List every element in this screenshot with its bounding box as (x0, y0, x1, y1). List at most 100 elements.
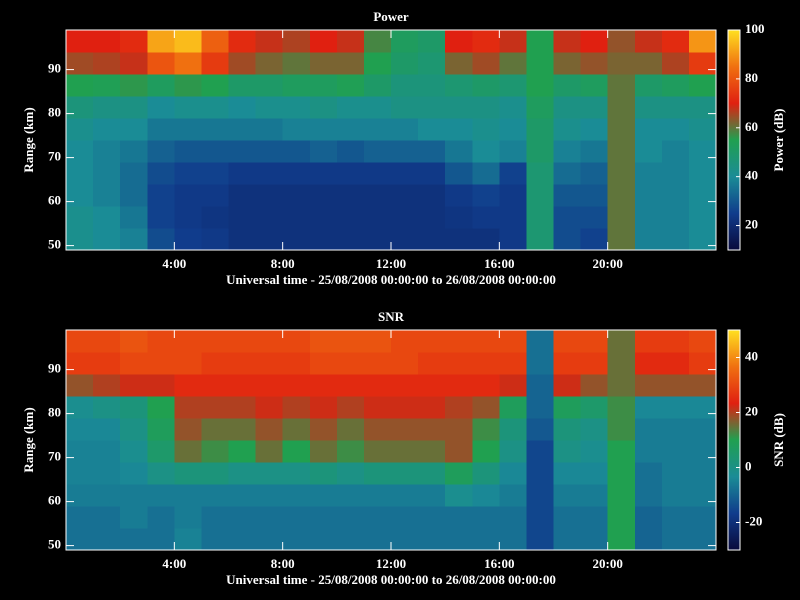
x-tick-label: 12:00 (376, 256, 406, 271)
heatmap-cell (526, 184, 554, 207)
heatmap-cell (255, 462, 284, 485)
heatmap-cell (174, 74, 202, 97)
heatmap-cell (66, 506, 94, 529)
heatmap-cell (363, 184, 392, 207)
heatmap-cell (634, 228, 663, 251)
heatmap-cell (526, 118, 554, 141)
x-tick-label: 20:00 (592, 556, 622, 571)
heatmap-cell (472, 528, 500, 551)
heatmap-cell (445, 96, 473, 119)
heatmap-cell (228, 162, 257, 185)
heatmap-cell (66, 396, 94, 419)
heatmap-cell (228, 52, 257, 75)
heatmap-cell (336, 418, 365, 441)
heatmap-cell (688, 462, 717, 485)
heatmap-cell (201, 206, 229, 229)
heatmap-cell (661, 396, 690, 419)
heatmap-cell (472, 440, 500, 463)
heatmap-cell (526, 52, 554, 75)
y-tick-label: 60 (48, 493, 61, 508)
heatmap-cell (174, 206, 202, 229)
heatmap-cell (309, 118, 338, 141)
heatmap-cell (445, 396, 473, 419)
heatmap-cell (363, 140, 392, 163)
heatmap-cell (147, 206, 175, 229)
heatmap-cell (363, 418, 392, 441)
colorbar-label: SNR (dB) (771, 413, 786, 467)
heatmap-cell (445, 184, 473, 207)
heatmap-cell (201, 396, 229, 419)
heatmap-cell (391, 118, 419, 141)
heatmap-cell (607, 30, 636, 53)
heatmap-cell (418, 418, 446, 441)
heatmap-cell (418, 506, 446, 529)
colorbar-tick-label: 100 (745, 21, 765, 36)
heatmap-cell (66, 30, 94, 53)
heatmap-cell (174, 140, 202, 163)
heatmap-cell (607, 528, 636, 551)
heatmap-cell (66, 228, 94, 251)
heatmap-cell (363, 528, 392, 551)
heatmap-cell (661, 418, 690, 441)
heatmap-cell (499, 506, 527, 529)
heatmap-cell (688, 140, 717, 163)
heatmap-cell (66, 140, 94, 163)
heatmap-cell (201, 418, 229, 441)
heatmap-cell (445, 206, 473, 229)
heatmap-cell (201, 330, 229, 353)
heatmap-cell (93, 206, 121, 229)
heatmap-cell (445, 30, 473, 53)
y-tick-label: 60 (48, 193, 61, 208)
heatmap-cell (336, 118, 365, 141)
heatmap-cell (553, 462, 582, 485)
heatmap-cell (526, 396, 554, 419)
heatmap-cell (607, 374, 636, 397)
heatmap-cell (174, 96, 202, 119)
x-tick-label: 4:00 (162, 256, 186, 271)
heatmap-cell (688, 74, 717, 97)
heatmap-cell (553, 528, 582, 551)
heatmap-cell (391, 396, 419, 419)
heatmap-cell (120, 140, 148, 163)
y-tick-label: 80 (48, 405, 61, 420)
heatmap-cell (445, 374, 473, 397)
heatmap-cell (93, 162, 121, 185)
heatmap-cell (607, 140, 636, 163)
heatmap-cell (634, 462, 663, 485)
heatmap-cell (363, 118, 392, 141)
heatmap-cell (309, 528, 338, 551)
heatmap-cell (607, 162, 636, 185)
heatmap-cell (93, 140, 121, 163)
heatmap-cell (472, 162, 500, 185)
heatmap-cell (580, 52, 609, 75)
heatmap-cell (255, 52, 284, 75)
heatmap-cell (93, 30, 121, 53)
heatmap-cell (472, 30, 500, 53)
heatmap-cell (661, 440, 690, 463)
heatmap-cell (93, 352, 121, 375)
heatmap-cell (607, 184, 636, 207)
heatmap-cell (553, 140, 582, 163)
heatmap-cell (391, 206, 419, 229)
heatmap-cell (336, 506, 365, 529)
heatmap-cell (147, 484, 175, 507)
heatmap-cell (634, 374, 663, 397)
heatmap-cell (580, 184, 609, 207)
y-axis-label: Range (km) (21, 407, 36, 472)
heatmap-cell (391, 184, 419, 207)
heatmap-cell (661, 506, 690, 529)
heatmap-cell (363, 330, 392, 353)
x-tick-label: 16:00 (484, 556, 514, 571)
heatmap-cell (607, 74, 636, 97)
heatmap-cell (201, 440, 229, 463)
heatmap-cell (228, 184, 257, 207)
heatmap-cell (553, 440, 582, 463)
heatmap-cell (445, 118, 473, 141)
heatmap-cell (391, 352, 419, 375)
heatmap-cell (120, 74, 148, 97)
heatmap-cell (228, 330, 257, 353)
heatmap-cell (201, 96, 229, 119)
heatmap-cell (688, 528, 717, 551)
heatmap-cell (391, 162, 419, 185)
heatmap-cell (391, 74, 419, 97)
